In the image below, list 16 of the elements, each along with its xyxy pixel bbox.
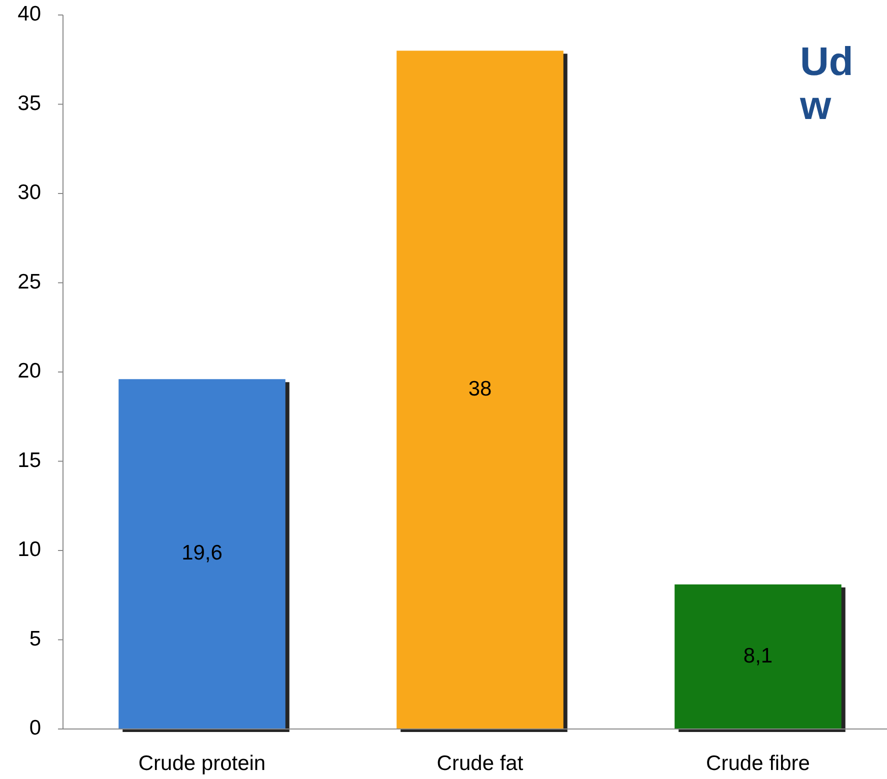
x-tick-label: Crude fibre (706, 752, 810, 775)
y-tick-label: 40 (18, 2, 41, 26)
y-tick-label: 0 (29, 716, 41, 740)
y-tick-label: 15 (18, 448, 41, 472)
data-label: 19,6 (182, 542, 222, 565)
data-label: 38 (468, 377, 492, 400)
y-tick-label: 10 (18, 538, 41, 562)
y-tick-label: 25 (18, 270, 41, 294)
y-tick-label: 35 (18, 92, 41, 115)
y-tick-label: 30 (18, 181, 41, 204)
y-tick-label: 5 (29, 627, 41, 650)
data-label: 8,1 (743, 644, 773, 668)
y-tick-label: 20 (18, 360, 41, 383)
x-tick-label: Crude fat (436, 752, 524, 775)
text: Ud w (799, 40, 854, 128)
x-tick-label: Crude protein (138, 752, 266, 775)
